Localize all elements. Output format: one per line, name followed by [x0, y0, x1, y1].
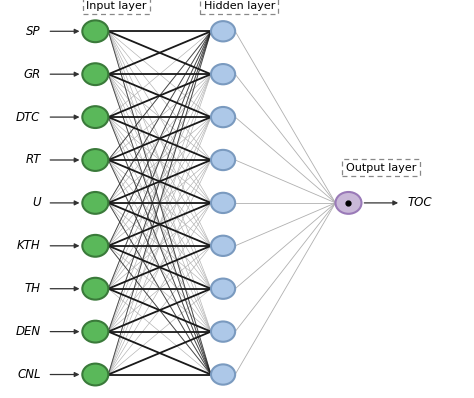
Circle shape [211, 107, 235, 127]
Text: KTH: KTH [17, 239, 40, 252]
Text: GR: GR [23, 68, 40, 81]
Circle shape [82, 63, 109, 85]
Circle shape [211, 150, 235, 170]
Text: TH: TH [25, 282, 40, 295]
Circle shape [82, 235, 109, 257]
Circle shape [211, 64, 235, 84]
Circle shape [336, 192, 362, 214]
Text: DTC: DTC [16, 111, 40, 124]
Text: SP: SP [26, 25, 40, 38]
Circle shape [211, 21, 235, 41]
Circle shape [82, 278, 109, 300]
Circle shape [82, 106, 109, 128]
Text: TOC: TOC [408, 196, 433, 209]
Circle shape [82, 20, 109, 42]
Circle shape [82, 321, 109, 343]
Circle shape [211, 322, 235, 342]
Circle shape [211, 365, 235, 384]
Text: Hidden layer: Hidden layer [204, 1, 275, 11]
Text: Output layer: Output layer [346, 163, 416, 173]
Circle shape [211, 193, 235, 213]
Text: Input layer: Input layer [86, 1, 146, 11]
Circle shape [211, 279, 235, 299]
Circle shape [82, 149, 109, 171]
Circle shape [82, 192, 109, 214]
Text: CNL: CNL [17, 368, 40, 381]
Text: U: U [32, 196, 40, 209]
Text: RT: RT [25, 154, 40, 166]
Text: DEN: DEN [15, 325, 40, 338]
Circle shape [211, 236, 235, 256]
Circle shape [82, 364, 109, 385]
